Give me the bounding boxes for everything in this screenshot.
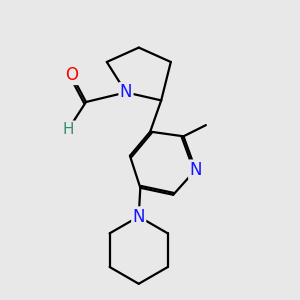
Text: N: N	[189, 161, 202, 179]
Text: H: H	[63, 122, 74, 137]
Text: N: N	[120, 83, 132, 101]
Text: N: N	[133, 208, 145, 226]
Text: O: O	[65, 66, 78, 84]
